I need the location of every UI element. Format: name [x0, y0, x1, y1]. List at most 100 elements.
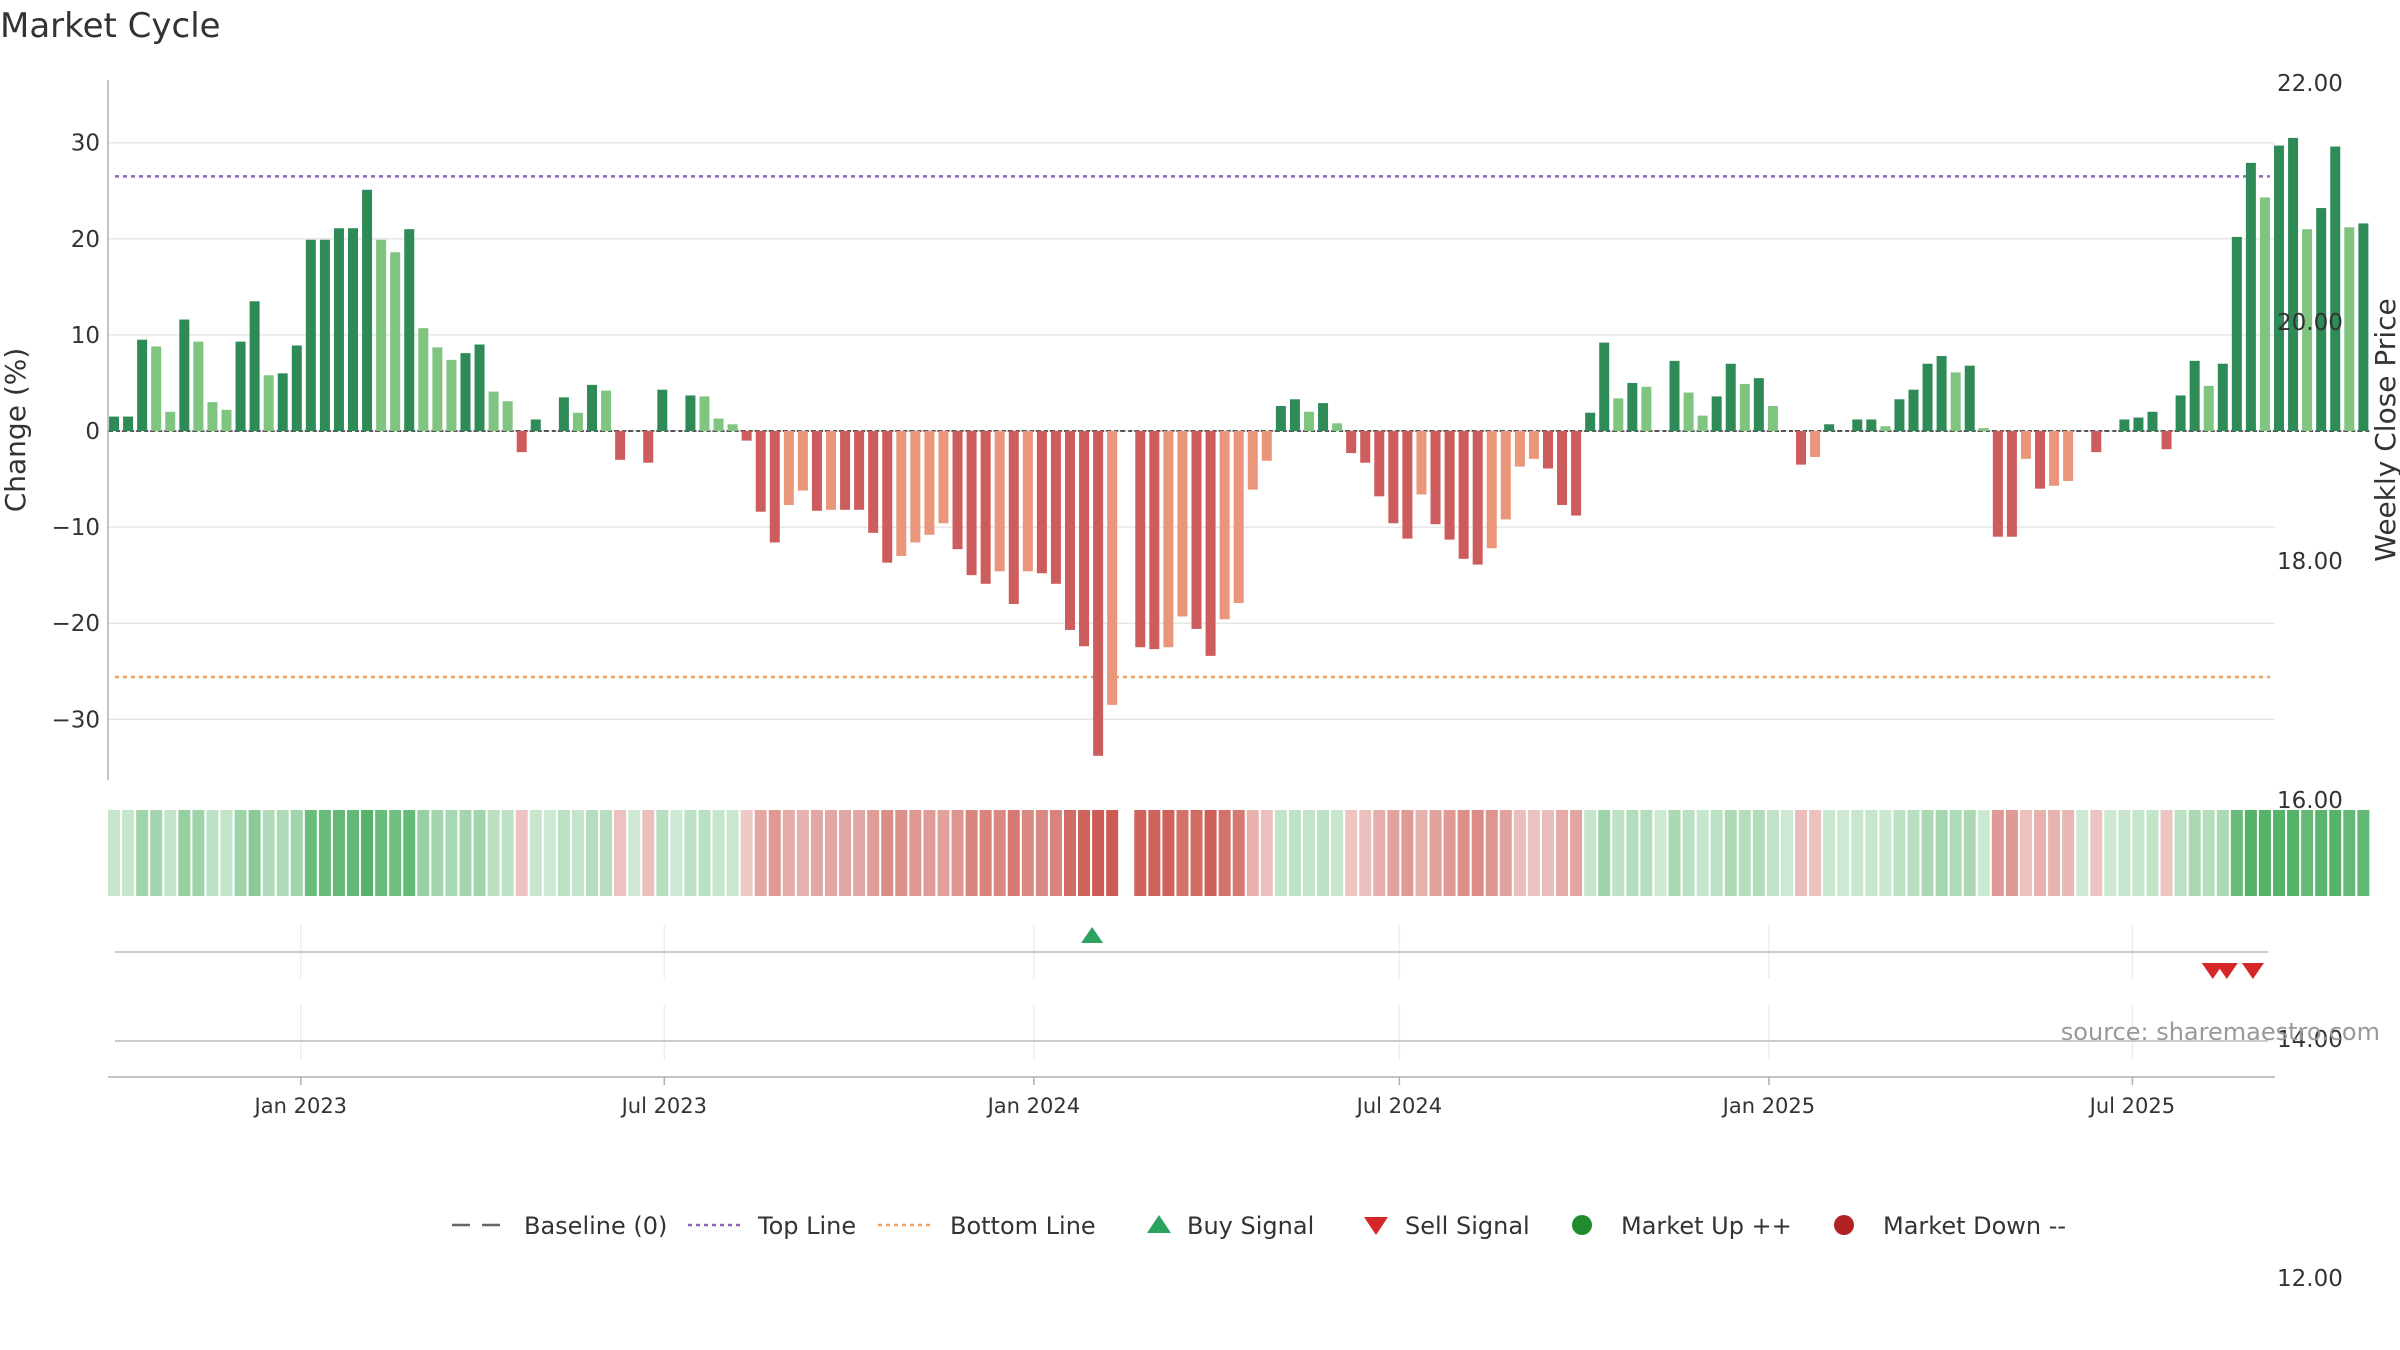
change-bar — [910, 431, 921, 543]
change-bar — [1852, 419, 1863, 431]
heatmap-cell — [1949, 810, 1962, 896]
heatmap-cell — [1556, 810, 1569, 896]
heatmap-cell — [1935, 810, 1948, 896]
change-bar — [980, 431, 991, 584]
buy-signal-marker — [1081, 927, 1104, 943]
heatmap-cell — [2258, 810, 2271, 896]
change-bar — [221, 409, 232, 431]
heatmap-cell — [768, 810, 781, 896]
reference-lines — [115, 175, 2270, 679]
change-bar — [2316, 208, 2327, 431]
change-bar — [1416, 431, 1427, 495]
change-bar — [1444, 431, 1455, 540]
change-bar — [502, 401, 513, 431]
y2-axis-title: Weekly Close Price — [2369, 298, 2400, 561]
change-bar — [1585, 412, 1596, 431]
change-bar — [2217, 363, 2228, 431]
change-bar — [1275, 406, 1286, 431]
heatmap-cell — [361, 810, 374, 896]
heatmap-cell — [1401, 810, 1414, 896]
change-bar — [2288, 137, 2299, 431]
change-bar — [1346, 431, 1357, 454]
legend-label: Buy Signal — [1187, 1212, 1314, 1240]
change-bar — [1233, 431, 1244, 604]
heatmap-cell — [1176, 810, 1189, 896]
heatmap-cell — [1190, 810, 1203, 896]
heatmap-cell — [2062, 810, 2075, 896]
change-bar — [291, 345, 302, 431]
change-bar — [1936, 356, 1947, 431]
change-bar — [474, 344, 485, 431]
change-bar — [966, 431, 977, 576]
legend-circle-icon — [1572, 1215, 1592, 1235]
change-bar — [1135, 431, 1146, 648]
cycle-heatmap-strip — [108, 810, 2370, 896]
heatmap-cell — [2160, 810, 2173, 896]
heatmap-cell — [136, 810, 149, 896]
y-tick-label: 0 — [85, 419, 100, 445]
change-bar — [123, 416, 134, 431]
heatmap-cell — [375, 810, 388, 896]
change-bar — [319, 239, 330, 431]
heatmap-cell — [347, 810, 360, 896]
change-bar — [896, 431, 907, 556]
heatmap-cell — [1809, 810, 1822, 896]
change-bar — [558, 397, 569, 431]
heatmap-cell — [909, 810, 922, 896]
change-bar — [1627, 382, 1638, 431]
heatmap-cell — [670, 810, 683, 896]
heatmap-cell — [2216, 810, 2229, 896]
change-bar — [362, 189, 373, 431]
legend-label: Top Line — [757, 1212, 856, 1240]
legend-item: Market Up ++ — [1572, 1212, 1792, 1240]
heatmap-cell — [1963, 810, 1976, 896]
legend-label: Market Down -- — [1883, 1212, 2066, 1240]
change-bar — [446, 359, 457, 431]
change-bar — [1289, 399, 1300, 431]
heatmap-cell — [1260, 810, 1273, 896]
heatmap-cell — [600, 810, 613, 896]
heatmap-cell — [1738, 810, 1751, 896]
heatmap-cell — [1471, 810, 1484, 896]
heatmap-cell — [1429, 810, 1442, 896]
y-tick-label: 20 — [71, 227, 100, 253]
heatmap-cell — [571, 810, 584, 896]
change-bar — [1767, 406, 1778, 431]
change-bar — [1824, 424, 1835, 431]
heatmap-cell — [1387, 810, 1400, 896]
change-bar — [840, 431, 851, 510]
change-bar — [2231, 236, 2242, 431]
heatmap-cell — [1302, 810, 1315, 896]
change-bar — [924, 431, 935, 535]
heatmap-cell — [1795, 810, 1808, 896]
change-bar — [1149, 431, 1160, 650]
heatmap-cell — [2132, 810, 2145, 896]
heatmap-cell — [2118, 810, 2131, 896]
heatmap-cell — [431, 810, 444, 896]
heatmap-cell — [1851, 810, 1864, 896]
legend-item: Top Line — [688, 1212, 856, 1240]
change-bar — [333, 228, 344, 431]
x-tick-label: Jan 2023 — [253, 1094, 348, 1118]
change-bar — [1205, 431, 1216, 656]
change-bar — [165, 411, 176, 431]
change-bar — [826, 431, 837, 510]
y2-tick-label: 14.00 — [2277, 1027, 2343, 1053]
heatmap-cell — [1570, 810, 1583, 896]
heatmap-cell — [740, 810, 753, 896]
legend-triangle-down-icon — [1364, 1217, 1388, 1235]
heatmap-cell — [993, 810, 1006, 896]
x-tick-label: Jan 2024 — [986, 1094, 1081, 1118]
heatmap-cell — [656, 810, 669, 896]
change-bar — [755, 431, 766, 512]
change-bar — [2133, 417, 2144, 431]
change-bar — [2147, 411, 2158, 431]
heatmap-cell — [979, 810, 992, 896]
heatmap-cell — [417, 810, 430, 896]
heatmap-cell — [614, 810, 627, 896]
change-bar — [193, 341, 204, 431]
change-bar — [1950, 372, 1961, 431]
heatmap-cell — [825, 810, 838, 896]
heatmap-cell — [586, 810, 599, 896]
y-tick-label: −20 — [51, 611, 100, 637]
